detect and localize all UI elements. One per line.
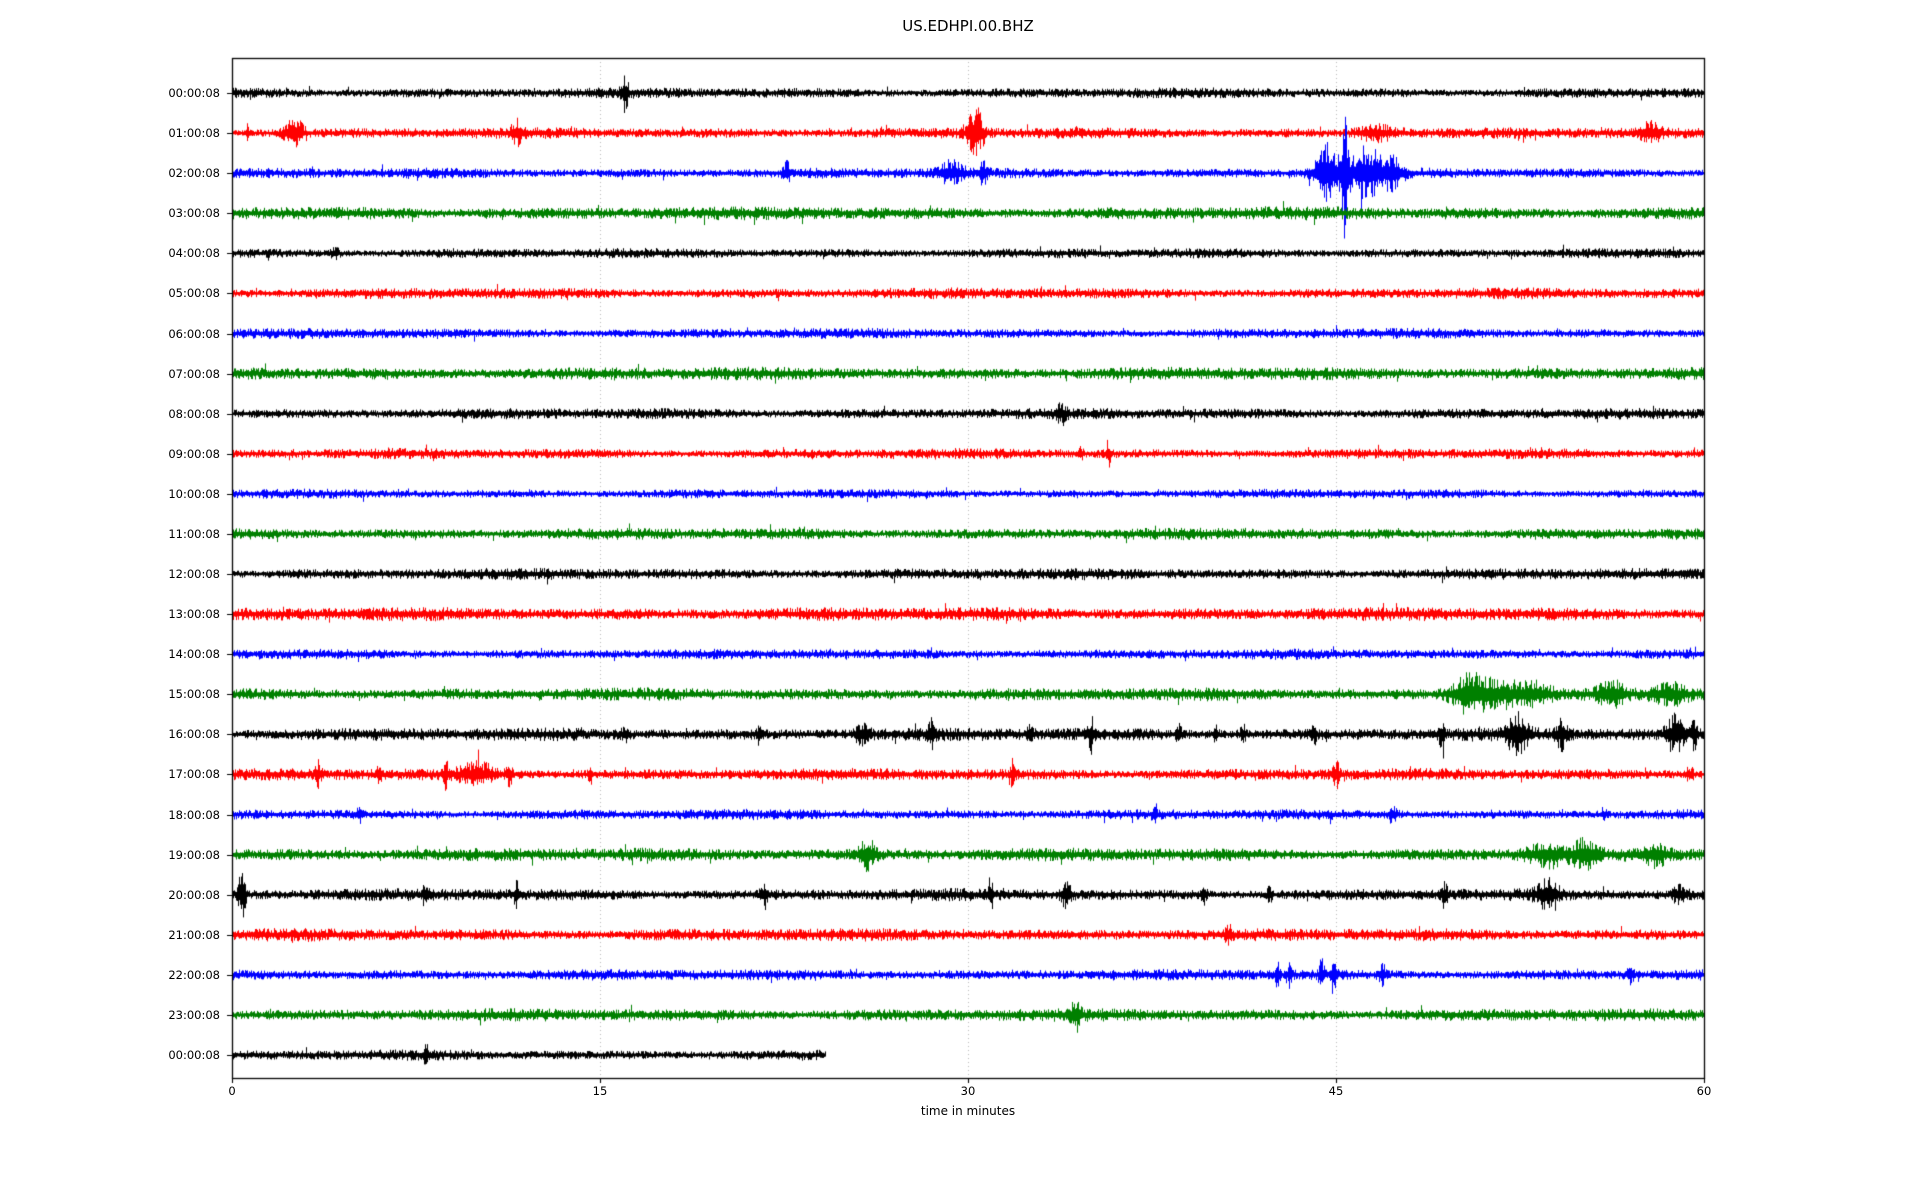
chart-title: US.EDHPI.00.BHZ	[902, 17, 1034, 35]
row-time-label: 11:00:08	[168, 526, 220, 541]
row-time-label: 01:00:08	[168, 126, 220, 141]
row-time-label: 05:00:08	[168, 286, 220, 301]
x-tick-label: 45	[1328, 1084, 1344, 1098]
row-time-label: 12:00:08	[168, 567, 220, 581]
x-tick-label: 0	[228, 1084, 236, 1098]
row-time-label: 18:00:08	[168, 807, 220, 822]
row-time-label: 19:00:08	[168, 847, 220, 862]
row-time-label: 17:00:08	[168, 767, 220, 782]
x-tick-label: 15	[592, 1084, 608, 1098]
x-tick-label: 30	[960, 1084, 976, 1098]
row-time-label: 09:00:08	[168, 446, 220, 461]
row-time-label: 02:00:08	[168, 166, 220, 181]
row-time-label: 14:00:08	[168, 647, 220, 662]
row-time-label: 16:00:08	[168, 727, 220, 742]
row-time-label: 13:00:08	[168, 607, 220, 622]
y-axis-labels: 00:00:08 01:00:08 02:00:08 03:00:08 04:00:08…	[0, 0, 226, 1200]
x-tick-label: 60	[1696, 1084, 1712, 1098]
row-time-label: 04:00:08	[168, 246, 220, 261]
row-time-label: 20:00:08	[168, 887, 220, 902]
row-time-label: 22:00:08	[168, 967, 220, 982]
row-time-label: 03:00:08	[168, 206, 220, 221]
row-time-label: 00:00:08	[168, 86, 220, 100]
x-axis-tick-labels: 0 15 30 45 60	[0, 1084, 1920, 1100]
row-time-label: 00:00:08	[168, 1048, 220, 1062]
row-time-label: 23:00:08	[168, 1007, 220, 1022]
row-time-label: 10:00:08	[168, 486, 220, 501]
row-time-label: 08:00:08	[168, 406, 220, 421]
row-time-label: 21:00:08	[168, 927, 220, 942]
row-time-label: 15:00:08	[168, 687, 220, 702]
row-time-label: 06:00:08	[168, 326, 220, 341]
row-time-label: 07:00:08	[168, 366, 220, 381]
x-axis-title: time in minutes	[920, 1104, 1016, 1118]
